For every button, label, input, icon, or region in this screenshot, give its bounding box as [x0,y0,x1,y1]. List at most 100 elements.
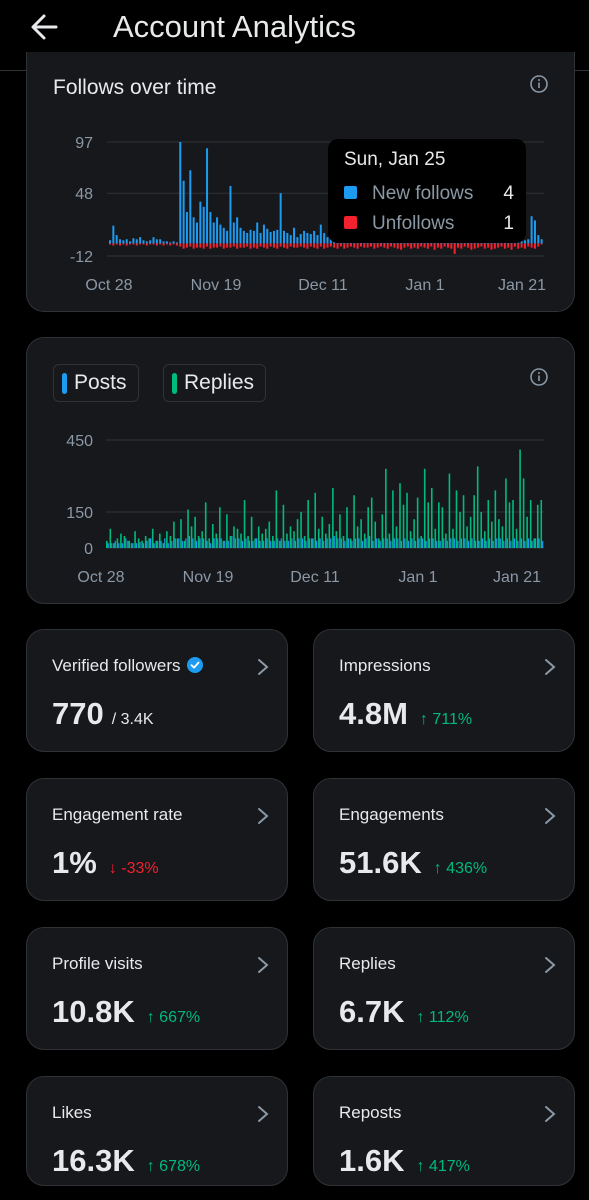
replies-bar [307,500,309,548]
unfollows-bar [269,243,272,247]
unfollows-bar [276,243,279,249]
new-follows-bar [242,230,245,244]
tile-value-number: 4.8M [339,696,408,731]
posts-bar [393,538,395,548]
new-follows-bar [313,230,316,244]
posts-bar [351,540,353,548]
unfollows-bar [520,243,523,248]
replies-bar [409,531,412,548]
replies-bar [247,536,249,548]
new-follows-bar [196,222,199,244]
new-follows-swatch [344,186,357,199]
unfollows-bar [206,243,209,247]
replies-bar [282,504,285,548]
unfollows-bar [393,243,396,248]
unfollows-bar [329,243,332,247]
new-follows-bar [149,240,152,244]
replies-bar [522,478,525,548]
stat-tile-reposts[interactable]: Reposts 1.6K ↑ 417% [313,1076,575,1186]
unfollows-bar [185,243,188,248]
replies-bar [342,536,345,548]
unfollows-bar [523,243,526,249]
new-follows-bar [249,229,252,244]
unfollows-bar [426,243,429,249]
stat-tile-likes[interactable]: Likes 16.3K ↑ 678% [26,1076,288,1186]
unfollows-bar [480,243,483,247]
unfollows-bar [242,243,245,248]
replies-bar [296,519,299,548]
unfollows-bar [179,243,182,247]
tile-value: 10.8K ↑ 667% [52,994,200,1030]
posts-chart-card[interactable]: Posts Replies [26,337,575,604]
unfollows-bar [450,243,453,249]
posts-bar [492,540,494,548]
new-follows-bar [256,222,259,244]
posts-chart[interactable]: 450 150 0 Oct 28 Nov 19 Dec 11 Jan 1 Jan 21 [27,425,574,590]
unfollows-bar [467,243,470,248]
replies-bar [180,519,182,548]
stat-tile-engagement-rate[interactable]: Engagement rate 1% ↓ -33% [26,778,288,901]
replies-bar [144,536,147,548]
posts-bar [312,538,314,548]
follows-chart-card[interactable]: Follows over time [26,52,575,312]
info-icon[interactable] [530,75,548,93]
replies-bar [289,526,292,548]
unfollows-bar [149,243,152,245]
posts-bar [390,540,392,548]
replies-bar [406,492,408,548]
new-follows-bar [229,185,232,244]
unfollows-bar [219,243,222,247]
new-follows-bar [209,212,212,244]
posts-bar [167,543,169,548]
new-follows-bar [112,225,115,244]
replies-bar [441,507,444,548]
replies-bar [141,540,143,548]
stat-tile-verified-followers[interactable]: Verified followers 770 / 3.4K [26,629,288,752]
unfollows-bar [299,243,302,247]
info-icon[interactable] [530,368,548,386]
unfollows-bar [400,243,403,250]
stat-tile-profile-visits[interactable]: Profile visits 10.8K ↑ 667% [26,927,288,1050]
posts-bar [277,538,279,548]
stat-tile-impressions[interactable]: Impressions 4.8M ↑ 711% [313,629,575,752]
replies-bar [243,500,246,548]
new-follows-bar [142,240,145,244]
replies-bar [272,536,274,548]
back-arrow-icon[interactable] [28,10,62,44]
chevron-right-icon [258,659,269,675]
replies-bar [469,516,472,548]
stat-tile-replies[interactable]: Replies 6.7K ↑ 112% [313,927,575,1050]
posts-bar [425,540,427,548]
replies-bar [505,478,507,548]
unfollows-bar [216,243,219,248]
legend-posts[interactable]: Posts [53,364,139,402]
posts-bar [330,538,332,548]
replies-bar [413,519,415,548]
replies-bar [487,500,490,548]
stat-tile-engagements[interactable]: Engagements 51.6K ↑ 436% [313,778,575,901]
posts-bar [361,540,364,548]
chevron-right-icon [545,659,556,675]
unfollows-bar [540,243,543,245]
new-follows-bar [276,229,279,244]
posts-bar [333,536,335,548]
unfollows-bar [359,243,362,247]
new-follows-bar [283,230,286,244]
posts-bar [520,538,523,548]
replies-bar [169,536,172,548]
posts-bar [185,538,187,548]
unfollows-bar [353,243,356,248]
legend-replies[interactable]: Replies [163,364,266,402]
replies-bar [268,521,271,548]
posts-bar [114,540,116,548]
unfollows-bar [252,243,255,248]
tile-label: Verified followers [52,656,203,676]
unfollows-bar [413,243,416,248]
posts-bar [397,538,399,548]
new-follows-bar [319,224,322,244]
unfollows-bar [209,243,212,249]
posts-bar [294,540,297,548]
new-follows-bar [219,224,222,244]
replies-bar [190,526,193,548]
new-follows-bar [152,237,155,244]
